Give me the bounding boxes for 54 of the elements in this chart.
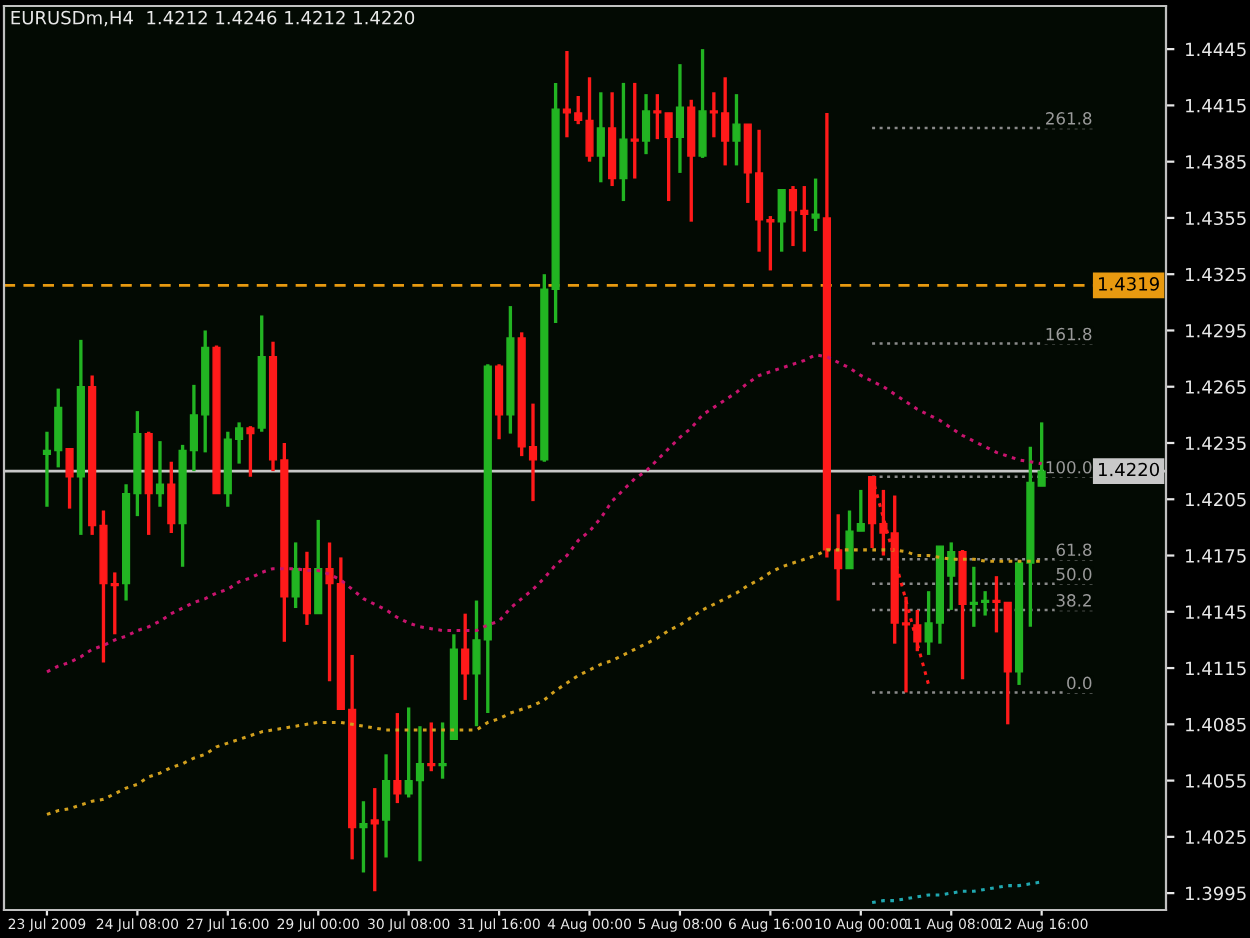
- y-tick-label: 1.4145: [1186, 605, 1246, 619]
- y-tick-label: 1.4085: [1186, 717, 1246, 732]
- ref-line-label: 1.4319: [1099, 277, 1159, 291]
- line-series: [45, 353, 1044, 674]
- annotation: 38.2: [1056, 594, 1091, 607]
- candlestick: [732, 92, 741, 168]
- y-tick-label: 1.4415: [1186, 99, 1246, 113]
- y-tick-label: 1.4205: [1186, 492, 1246, 507]
- candlestick: [461, 612, 470, 702]
- candlestick: [155, 439, 165, 509]
- candlestick: [427, 720, 436, 773]
- candlestick: [1037, 420, 1046, 488]
- candlestick: [393, 711, 402, 805]
- candlestick: [641, 92, 651, 156]
- candlestick: [381, 752, 391, 860]
- candlestick: [359, 799, 368, 875]
- y-tick-label: 1.4295: [1186, 323, 1246, 338]
- candlestick: [246, 424, 255, 479]
- candlestick: [664, 111, 673, 203]
- candlestick: [65, 446, 74, 511]
- annotation: 0.0: [1067, 676, 1092, 690]
- candlestick: [619, 81, 628, 203]
- candlestick: [167, 460, 176, 535]
- y-tick-label: 1.4325: [1186, 267, 1246, 282]
- candlestick: [291, 540, 300, 610]
- candlestick: [777, 188, 786, 254]
- y-tick-label: 1.4385: [1186, 155, 1246, 169]
- y-tick-label: 1.4175: [1186, 549, 1246, 563]
- candlestick: [653, 92, 662, 141]
- annotation: 261.8: [1046, 112, 1092, 125]
- y-tick-label: 1.4235: [1186, 436, 1246, 451]
- candlestick: [302, 550, 312, 627]
- candlestick: [370, 786, 379, 893]
- y-tick-label: 1.4355: [1186, 211, 1246, 226]
- y-tick-label: 1.4025: [1186, 830, 1246, 844]
- annotation: 50.0: [1056, 567, 1092, 581]
- y-tick-label: 1.3995: [1186, 886, 1246, 901]
- annotation: 100.0: [1046, 460, 1092, 474]
- y-tick-label: 1.4265: [1186, 380, 1246, 394]
- y-tick-label: 1.4445: [1186, 42, 1246, 57]
- candlestick: [811, 176, 820, 233]
- candlestick: [438, 720, 447, 781]
- candlestick: [630, 81, 639, 181]
- candlestick: [675, 62, 685, 175]
- candlestick: [698, 47, 707, 160]
- annotation: 61.8: [1056, 543, 1092, 557]
- annotation: 161.8: [1046, 327, 1092, 341]
- y-tick-label: 1.4055: [1186, 774, 1246, 788]
- y-tick-label: 1.4115: [1186, 661, 1246, 676]
- candlestick: [596, 90, 605, 184]
- candlestick: [314, 518, 323, 616]
- line-series: [870, 880, 1044, 905]
- ref-line-label: 1.4220: [1099, 462, 1159, 477]
- chart-title: EURUSDm,H4 1.4212 1.4246 1.4212 1.4220: [11, 10, 415, 27]
